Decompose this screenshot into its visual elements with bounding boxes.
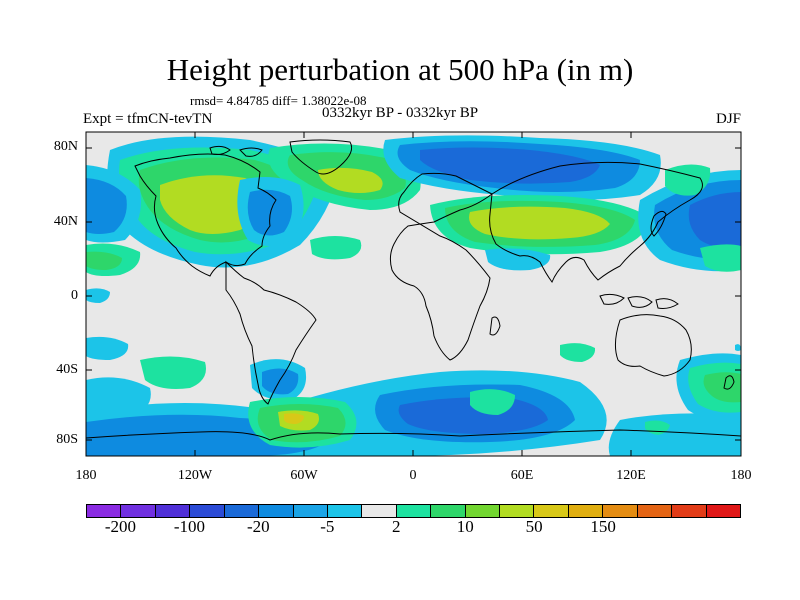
y-tick-label: 80S (56, 432, 78, 447)
y-tick-label: 40S (56, 362, 78, 377)
colorbar-box (87, 505, 122, 517)
season-string: DJF (715, 111, 741, 127)
colorbar-box (465, 505, 501, 517)
colorbar-box (431, 505, 466, 517)
colorbar-box (637, 505, 673, 517)
colorbar-box (259, 505, 294, 517)
anomaly-eurasia-positive (430, 195, 650, 255)
colorbar-label: -200 (104, 517, 137, 536)
colorbar-box (327, 505, 363, 517)
experiment-string: Expt = tfmCN-tevTN (83, 111, 213, 127)
coastlines (86, 139, 741, 441)
colorbar-label: -5 (320, 517, 335, 536)
colorbar-box (568, 505, 604, 517)
colorbar-label: 2 (392, 517, 401, 536)
y-tick-label: 80N (53, 139, 78, 154)
colorbar-box (534, 505, 569, 517)
colorbar-box (224, 505, 260, 517)
colorbar-box (603, 505, 638, 517)
colorbar-box (190, 505, 225, 517)
period-string: 0332kyr BP - 0332kyr BP (321, 105, 479, 121)
x-tick-label: 60W (290, 468, 318, 483)
colorbar-label: -20 (247, 517, 270, 536)
anomaly-south-indian-positive (470, 343, 670, 435)
colorbar-box (396, 505, 432, 517)
anomaly-subtropical-small (86, 164, 741, 303)
colorbar-label: 10 (456, 517, 474, 536)
x-tick-label: 180 (75, 468, 97, 483)
map-title: Height perturbation at 500 hPa (in m) (166, 52, 634, 87)
x-tick-label: 60E (510, 468, 534, 483)
anomaly-north-atlantic-positive (268, 143, 421, 210)
stats-string: rmsd= 4.84785 diff= 1.38022e-08 (190, 93, 367, 108)
colorbar-box (362, 505, 397, 517)
anomaly-arctic-eurasia-negative (383, 135, 661, 200)
y-tick-label: 0 (71, 288, 78, 303)
colorbar-label: 150 (590, 517, 616, 536)
colorbar-labels: -200 -100 -20 -5 2 10 50 150 (86, 517, 741, 541)
colorbar-box (293, 505, 328, 517)
colorbar (86, 504, 741, 518)
colorbar-box (672, 505, 707, 517)
colorbar-box (155, 505, 191, 517)
y-tick-label: 40N (53, 214, 78, 229)
x-tick-label: 120E (616, 468, 646, 483)
colorbar-box (500, 505, 535, 517)
colorbar-label: 50 (525, 517, 543, 536)
x-tick-label: 0 (409, 468, 417, 483)
x-tick-label: 180 (730, 468, 752, 483)
colorbar-box (706, 505, 741, 517)
anomaly-south-pacific (86, 336, 307, 419)
anomaly-south-america-positive (248, 397, 357, 448)
anomaly-west-pacific-negative (86, 165, 141, 243)
colorbar-box (121, 505, 156, 517)
x-tick-label: 120W (177, 468, 213, 483)
anomaly-southwest-pacific (676, 344, 741, 422)
colorbar-label: -100 (173, 517, 205, 536)
tick-marks (86, 132, 741, 456)
